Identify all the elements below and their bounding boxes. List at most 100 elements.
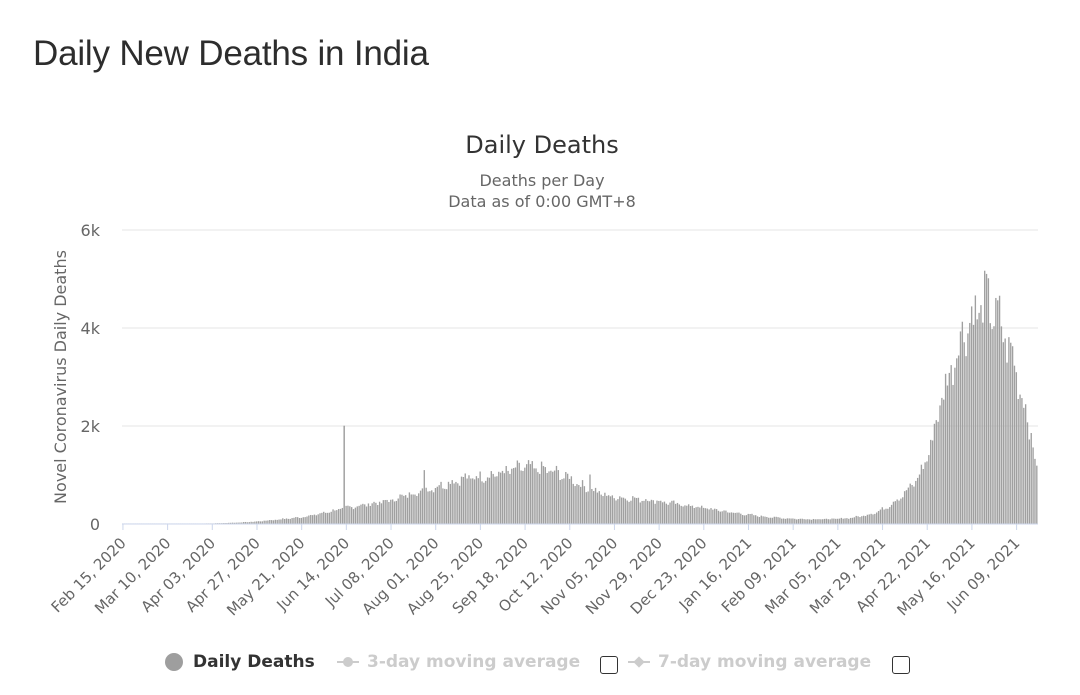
y-tick-label: 0 [90,515,100,534]
bar [384,499,386,524]
bar [894,501,896,524]
bar [479,471,481,524]
bar [706,508,708,524]
bar [259,521,262,524]
bar [684,505,686,524]
bar [607,495,610,524]
bar [323,511,325,524]
bar [248,522,250,524]
bar [546,472,548,524]
bar [440,481,442,524]
bar [972,324,975,524]
bar [792,518,794,524]
bar [351,507,353,524]
bar [403,495,405,524]
bar [254,521,256,524]
bar [825,518,828,524]
bar [727,512,729,524]
bar [457,483,459,524]
bar [472,478,474,524]
bar [699,507,701,524]
bar [360,504,362,524]
bar [492,473,494,524]
bar [624,498,627,524]
bar [512,468,515,524]
bar [898,500,900,524]
bar [509,473,511,524]
bar [849,517,852,524]
x-tick-label: Feb 15, 2020 [48,534,130,616]
bar [490,471,492,524]
bar [989,323,991,524]
bar [760,515,762,524]
bar [648,501,651,524]
bar [686,505,688,524]
bar [243,522,245,524]
bar [836,518,839,524]
bar [520,470,522,524]
bar [270,520,273,524]
bar [423,470,425,524]
bar [397,498,399,524]
bar [1030,433,1032,524]
bar [550,470,552,524]
bar [987,278,990,524]
bar [269,520,271,524]
bar [1002,342,1004,524]
bar [799,518,802,524]
bar [265,520,267,524]
bar [606,495,608,524]
bar [565,471,567,524]
bar [229,522,232,524]
bar [347,505,349,524]
legend-item-7-day-average[interactable]: 7-day moving average [628,648,871,676]
bar [708,509,710,524]
bar [952,384,954,524]
bar [404,495,407,524]
bar [429,491,431,524]
bar [963,342,965,524]
bar [937,421,939,524]
bar [902,497,904,524]
legend-item-daily-deaths[interactable]: Daily Deaths [165,648,315,676]
bar [231,522,234,524]
bar [581,480,584,524]
chart-subtitle-line2: Data as of 0:00 GMT+8 [448,192,636,211]
bar [922,469,924,524]
bar [326,512,329,524]
bar [354,507,357,524]
bar [687,504,690,524]
bar [676,502,679,524]
bar [691,505,694,524]
bar [367,503,370,524]
bar [741,515,744,524]
7-day-average-checkbox[interactable] [892,656,910,674]
bar [233,522,236,524]
bar [278,519,280,524]
bar [786,518,789,524]
bar [494,476,496,524]
bar [665,503,667,524]
bar [991,329,993,524]
bar [514,467,517,524]
bar [537,472,539,524]
x-tick-label: Nov 05, 2020 [537,534,621,618]
legend-label: Daily Deaths [193,652,315,672]
bar [769,517,772,524]
bar [324,512,327,524]
bar [473,479,476,524]
bar [926,461,928,524]
3-day-average-checkbox[interactable] [600,656,618,674]
bar [924,462,926,524]
bar [879,509,882,524]
bar [876,512,878,524]
bar [818,519,820,524]
bar [630,500,632,524]
bar [1019,394,1021,524]
legend-item-3-day-average[interactable]: 3-day moving average [337,648,580,676]
bar [408,492,411,524]
bar [797,519,800,524]
bar [697,506,699,524]
bar [974,295,977,524]
bar [766,516,768,524]
